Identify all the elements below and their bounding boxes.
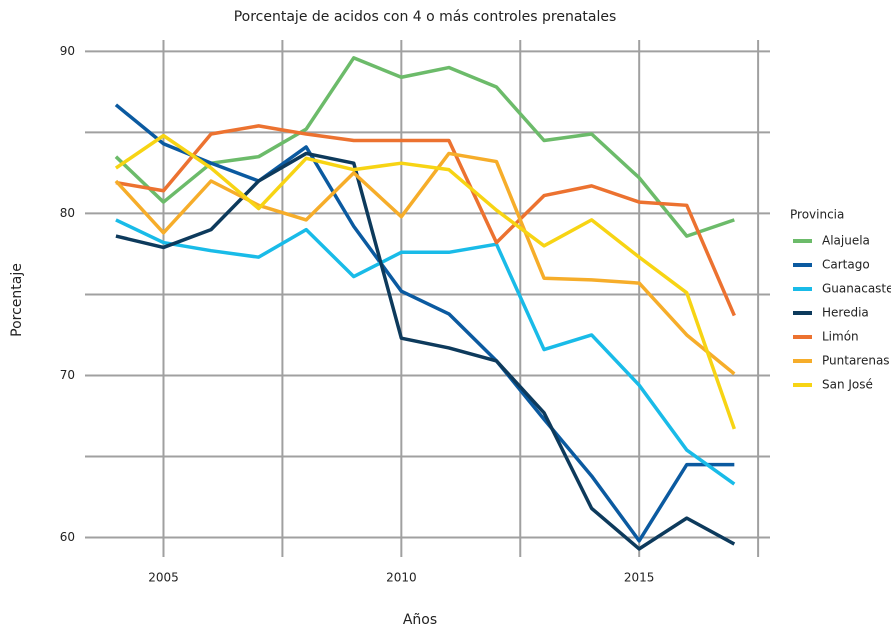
y-tick-label: 60: [60, 530, 75, 544]
series-line: [114, 133, 736, 430]
legend-label: Puntarenas: [822, 354, 890, 368]
y-tick-label: 90: [60, 44, 75, 58]
legend-label: Heredia: [822, 306, 869, 320]
series-line: [114, 151, 736, 376]
chart-title: Porcentaje de acidos con 4 o más control…: [234, 9, 617, 25]
y-axis-label: Porcentaje: [9, 263, 25, 337]
x-tick-label: 2010: [386, 571, 417, 585]
series-line: [114, 56, 735, 238]
legend-title: Provincia: [790, 208, 844, 222]
legend-label: San José: [822, 378, 873, 392]
y-tick-label: 70: [60, 368, 75, 382]
x-tick-label: 2005: [148, 571, 179, 585]
legend-label: Alajuela: [822, 234, 870, 248]
series-line: [115, 218, 736, 486]
series-line: [115, 151, 736, 551]
legend-label: Limón: [822, 330, 859, 344]
series-line: [114, 103, 735, 543]
legend-label: Guanacaste: [822, 282, 891, 296]
x-axis-label: Años: [403, 612, 437, 628]
legend-label: Cartago: [822, 258, 870, 272]
y-tick-label: 80: [60, 206, 75, 220]
x-tick-label: 2015: [624, 571, 655, 585]
series-line: [115, 124, 736, 317]
